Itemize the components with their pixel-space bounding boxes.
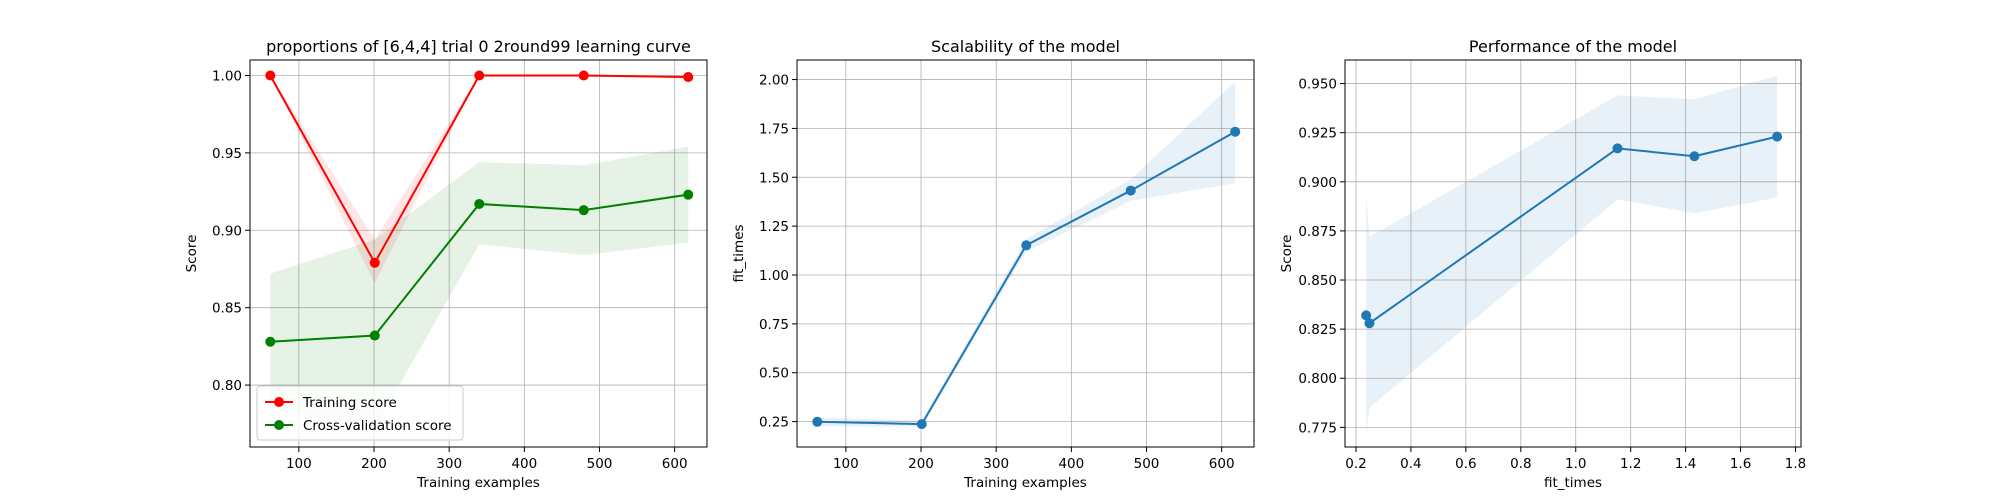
series-0-point [578,70,589,81]
scalability-panel: 100 200 300 400 500 600 0.25 0.50 0.75 1.00 1.25 1.… [731,37,1255,491]
series-1-point [578,205,589,216]
series-0-band [1366,75,1778,434]
legend: Training score Cross-validation score [256,385,464,441]
series-0-point [1612,143,1623,154]
series-0-band [817,81,1236,427]
y-tick-label: 0.775 [1298,420,1337,436]
y-tick-label: 0.80 [212,378,242,394]
series-0-point [474,70,485,81]
x-tick-label: 200 [361,456,387,472]
chart-title: proportions of [6,4,4] trial 0 2round99 … [266,37,691,56]
x-axis-label: Training examples [963,475,1087,491]
axes-frame [1344,59,1802,448]
x-tick-label: 0.2 [1345,456,1366,472]
y-tick-label: 0.925 [1298,126,1337,142]
y-tick-label: 0.825 [1298,322,1337,338]
series-0-point [683,72,694,83]
x-tick-label: 500 [1134,456,1160,472]
y-tick-label: 0.25 [759,415,789,431]
x-tick-label: 600 [662,456,688,472]
y-tick-label: 0.75 [759,317,789,333]
y-tick-label: 0.85 [212,301,242,317]
y-tick-label: 1.00 [212,68,242,84]
chart-title: Scalability of the model [931,37,1120,56]
x-tick-label: 1.6 [1730,456,1751,472]
series-0-point [369,257,380,268]
x-tick-label: 1.4 [1675,456,1696,472]
x-tick-label: 1.2 [1620,456,1641,472]
y-tick-label: 1.00 [759,268,789,284]
x-tick-label: 600 [1209,456,1235,472]
y-axis-label: fit_times [731,224,747,282]
legend-entry: Training score [302,395,397,411]
chart-title: Performance of the model [1469,37,1677,56]
series-0-point [1361,310,1372,321]
series-1-band [270,146,689,429]
x-tick-label: 300 [983,456,1009,472]
grid [1345,60,1801,447]
series-1-point [369,330,380,341]
legend-box [256,385,464,441]
x-tick-label: 100 [833,456,859,472]
y-tick-label: 2.00 [759,73,789,89]
y-tick-label: 0.50 [759,366,789,382]
series-0-point [1125,185,1136,196]
plot-area [265,70,694,429]
legend-entry: Cross-validation score [303,418,452,434]
series-0-point [1021,240,1032,251]
y-tick-label: 0.95 [212,146,242,162]
y-tick-label: 0.950 [1298,77,1337,93]
performance-panel: 0.2 0.4 0.6 0.8 1.0 1.2 1.4 1.6 1.8 0.775 0.800 0.8… [1279,37,1806,491]
y-tick-label: 1.50 [759,170,789,186]
series-1-point [474,198,485,209]
axes-frame [249,59,708,448]
series-0-point [265,70,276,81]
series-1-point [265,336,276,347]
series-1-point [683,189,694,200]
x-tick-label: 1.8 [1785,456,1806,472]
x-tick-label: 0.4 [1400,456,1421,472]
axes-frame [796,59,1255,448]
x-tick-label: 400 [511,456,537,472]
y-tick-label: 0.900 [1298,175,1337,191]
x-tick-label: 300 [436,456,462,472]
x-tick-label: 100 [286,456,312,472]
grid [250,60,707,447]
series-0-point [1364,318,1375,329]
x-axis-label: Training examples [416,475,540,491]
legend-marker [274,397,284,407]
y-tick-label: 1.25 [759,219,789,235]
x-tick-label: 400 [1058,456,1084,472]
y-tick-label: 0.800 [1298,371,1337,387]
x-axis-label: fit_times [1544,475,1602,491]
series-0-point [812,416,823,427]
series-0-point [1689,151,1700,162]
x-tick-label: 0.8 [1510,456,1531,472]
series-0-point [1772,131,1783,142]
series-0-point [1230,126,1241,137]
y-axis-label: Score [1279,235,1295,273]
y-tick-label: 0.850 [1298,273,1337,289]
y-tick-label: 0.875 [1298,224,1337,240]
y-axis-label: Score [184,235,200,273]
x-tick-label: 200 [908,456,934,472]
learning-curve-panel: 100 200 300 400 500 600 0.80 0.85 0.90 0.95 1.00 pr… [184,37,708,491]
legend-marker [274,420,284,430]
y-tick-label: 1.75 [759,121,789,137]
plot-area [812,81,1241,430]
plot-area [1361,75,1783,434]
series-0-point [916,419,927,430]
grid [797,60,1254,447]
x-tick-label: 1.0 [1565,456,1586,472]
x-tick-label: 500 [587,456,613,472]
y-tick-label: 0.90 [212,223,242,239]
x-tick-label: 0.6 [1455,456,1476,472]
